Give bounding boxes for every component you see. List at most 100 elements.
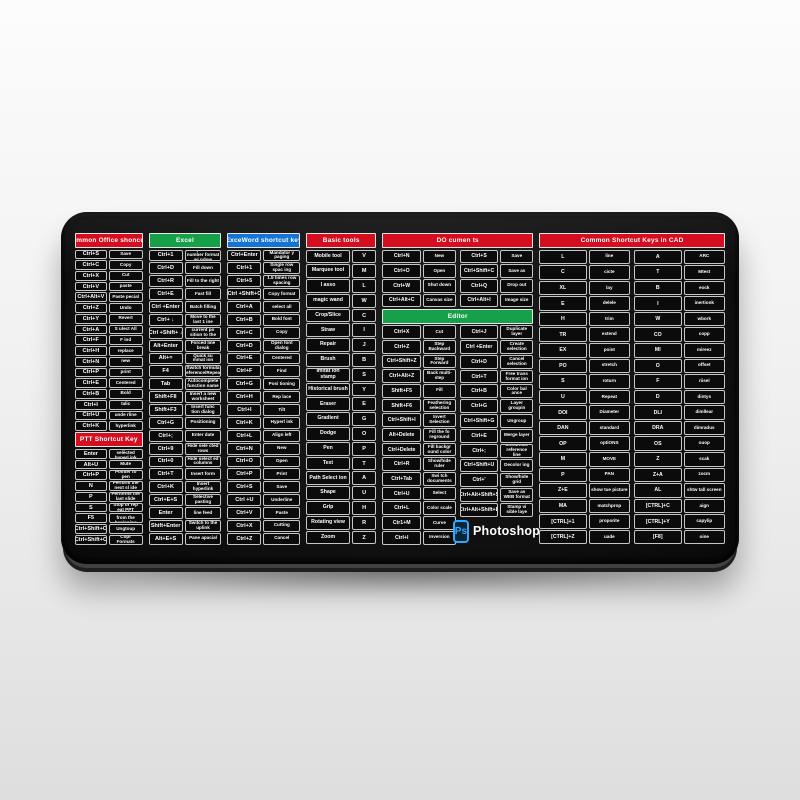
desc-cell: Hide select ed columns: [184, 455, 222, 468]
key-cell: Ctrl+F: [75, 335, 107, 346]
desc-cell: Undo: [108, 303, 143, 313]
desc-cell: Decolor ing: [500, 458, 534, 473]
key-cell: Ctrl+9: [148, 442, 183, 455]
key-cell: A: [634, 249, 682, 265]
key-cell: Ctrl+X: [75, 270, 107, 281]
table-row: Ctrl+G Posi tioning: [227, 378, 301, 391]
key-cell: Imitat ion stamp: [306, 367, 350, 382]
table-row: Ctrl+Shift+G Ungroup: [459, 414, 534, 428]
key-cell: Repair: [306, 338, 350, 353]
key-cell: Ctrl+B: [75, 389, 107, 399]
key-cell: L: [539, 249, 587, 265]
key-cell: Ctrl+G: [148, 416, 183, 429]
key-cell: Ctrl+E: [148, 288, 183, 300]
table-row: Mobile tool V: [306, 249, 377, 264]
key-cell: H: [539, 311, 587, 327]
key-cell: Ctrl+K: [75, 421, 107, 431]
desc-cell: Y: [351, 382, 377, 397]
key-cell: U: [539, 389, 587, 405]
table-row: PO stretch: [539, 358, 631, 374]
desc-cell: Hyperl ink: [263, 416, 301, 429]
desc-cell: Canvas size: [423, 293, 456, 308]
desc-cell: O: [351, 427, 377, 441]
desc-cell: Align left: [263, 429, 301, 442]
table-row: Shift+F3 Insert func tion dialog: [148, 404, 222, 416]
table-row: Ctrl+Z Undo: [75, 303, 143, 313]
desc-cell: Switch formula reference/Repeat: [184, 365, 222, 378]
desc-cell: Cancel: [263, 532, 301, 545]
key-cell: Ctrl+P: [227, 468, 262, 481]
table-row: Ctrl+Alt+C Canvas size: [382, 293, 456, 308]
table-header: Excel: [148, 233, 222, 248]
desc-cell: new: [108, 356, 143, 367]
table-row: Ctrl+0 Hide select ed columns: [148, 455, 222, 468]
key-cell: Alt+Delete: [382, 428, 422, 442]
table-row: Ctrl+; Show/hide reference line: [459, 443, 534, 458]
table-row: Z+E show tue picture: [539, 483, 631, 498]
desc-cell: Revert: [108, 313, 143, 324]
desc-cell: Copy format: [263, 288, 301, 300]
table-row: Crop/Slice C: [306, 308, 377, 323]
table-row: Ctrl+E Centered: [75, 378, 143, 389]
desc-cell: Color scale: [423, 501, 456, 516]
table-row: Ctrl+V paste: [75, 281, 143, 292]
key-cell: Ctrl+H: [75, 346, 107, 356]
desc-cell: Free trans format ion: [500, 369, 534, 384]
table-row: Ctrl +U Underline: [227, 494, 301, 506]
table-row: Ctrl+R Show/hide ruler: [382, 457, 456, 472]
mousepad: Common Office shonculsCtrl+SSaveCtrl+CCo…: [61, 212, 739, 564]
table-row: Shift+F5 Fill: [382, 383, 456, 398]
key-cell: Marquee tool: [306, 264, 350, 279]
key-cell: P: [75, 491, 107, 502]
desc-cell: Fill backgr ound color: [423, 442, 456, 457]
key-cell: Ctrl+T: [459, 369, 499, 384]
desc-cell: Ungroup: [500, 414, 534, 428]
table-row: Path Select ion A: [306, 471, 377, 486]
table-row: OP optiONS: [539, 436, 631, 452]
desc-cell: Fill: [423, 383, 456, 398]
key-cell: Ctrl+G: [227, 378, 262, 391]
table-row: Ctrl+C Copy: [75, 260, 143, 270]
table-row: Alt+= Quick su mmat ion: [148, 352, 222, 365]
desc-cell: copp: [683, 327, 725, 342]
key-cell: Ctrl+D: [459, 354, 499, 369]
table-row: Ctr1+M Curve: [382, 516, 456, 530]
key-cell: Ctrl+I: [382, 530, 422, 545]
desc-cell: E: [351, 397, 377, 412]
desc-cell: Autocomplete function name: [184, 378, 222, 391]
table-row: DRA dimradus: [634, 420, 725, 436]
desc-cell: Stamp vi sible laye: [500, 502, 534, 517]
table-row: Shift+FII Insert a new worksheet: [148, 391, 222, 403]
desc-cell: Positioning: [184, 416, 222, 429]
table-row: Ctrl+H replace: [75, 346, 143, 356]
key-cell: MA: [539, 498, 587, 514]
key-cell: TR: [539, 327, 587, 342]
table-row: [CTRL]+Z uade: [539, 529, 631, 545]
table-row: I asso L: [306, 279, 377, 293]
desc-cell: Drop out: [500, 278, 534, 293]
key-cell: Ctrl+O: [382, 264, 422, 278]
desc-cell: Selective pasting: [184, 494, 222, 506]
desc-cell: Cutting: [263, 519, 301, 532]
table-row: TR extend: [539, 327, 631, 342]
desc-cell: Show/hide grid: [500, 473, 534, 488]
key-cell: DOI: [539, 405, 587, 420]
key-cell: Ctrl+F: [227, 365, 262, 378]
table-row: Alt+E+S Pane apacial: [148, 532, 222, 545]
desc-cell: Fast fill: [184, 288, 222, 300]
key-cell: Ctrl+Shift+G: [459, 414, 499, 428]
table-header: DO cumen ts: [382, 233, 534, 248]
desc-cell: V: [351, 249, 377, 264]
table-row: Ctrl+N new: [75, 356, 143, 367]
key-cell: Ctrl+V: [227, 507, 262, 519]
key-cell: Enter: [75, 448, 107, 459]
table-row: N Perform the next sl ide: [75, 481, 143, 491]
desc-cell: Cut: [423, 325, 456, 339]
key-cell: Shift+FII: [148, 391, 183, 403]
key-cell: Ctrl+;: [148, 429, 183, 442]
table-row: Ctrl+D Fill down: [148, 262, 222, 275]
desc-cell: L: [351, 279, 377, 293]
